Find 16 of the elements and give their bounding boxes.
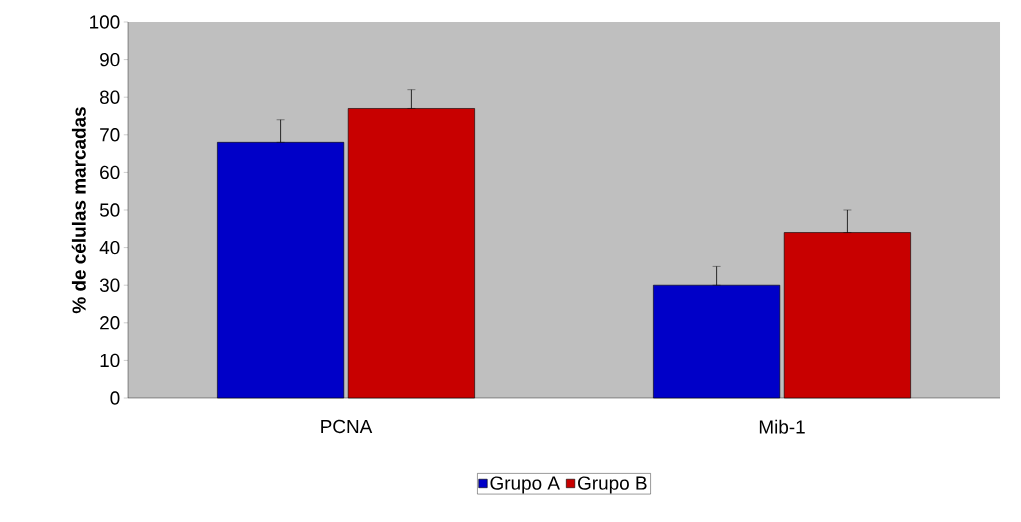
x-tick-label: Mib-1 [759,419,805,434]
y-tick-label: 90 [100,52,120,67]
y-tick-label: 30 [99,278,120,292]
y-tick-label: 70 [100,128,120,142]
y-tick-label: 20 [100,316,120,330]
y-tick-label: 0 [110,391,120,405]
y-tick-label: 50 [99,203,120,217]
y-tick-label: 60 [100,165,120,180]
y-tick-label: 80 [100,90,120,104]
y-tick-label: 100 [90,15,120,29]
legend-label: Grupo A [490,476,560,494]
y-tick-label: 40 [99,240,120,255]
x-tick-label: PCNA [321,419,373,434]
legend-label: Grupo B [578,476,647,494]
y-tick-label: 10 [100,353,120,368]
y-axis-title: % de células marcadas [71,107,86,314]
